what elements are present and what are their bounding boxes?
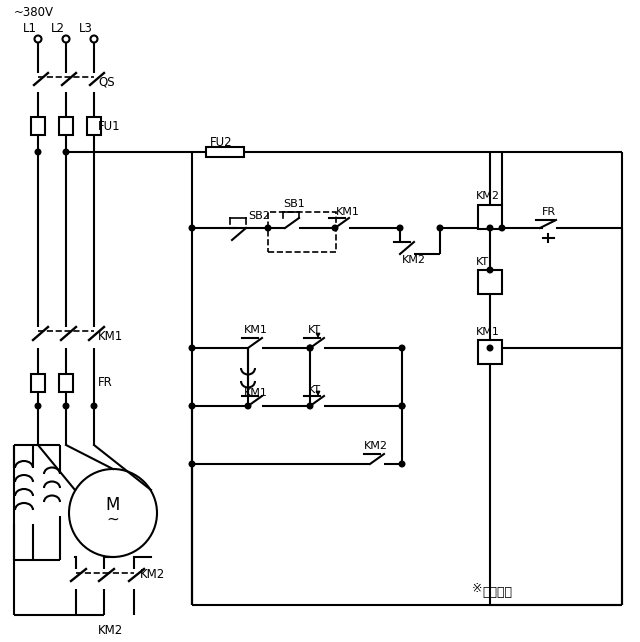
Text: KT: KT <box>476 257 489 267</box>
Circle shape <box>189 461 195 467</box>
Circle shape <box>399 345 405 351</box>
Circle shape <box>399 403 405 409</box>
Text: KM2: KM2 <box>140 569 165 582</box>
Circle shape <box>487 345 493 351</box>
Circle shape <box>307 345 313 351</box>
Text: KM2: KM2 <box>364 441 388 451</box>
Circle shape <box>92 403 97 409</box>
Text: KT: KT <box>308 385 321 395</box>
Text: SB2: SB2 <box>248 211 270 221</box>
Text: L3: L3 <box>79 21 93 35</box>
Bar <box>206 147 244 157</box>
Bar <box>31 117 45 135</box>
Bar <box>478 205 502 229</box>
Circle shape <box>437 225 443 231</box>
Text: FU2: FU2 <box>210 135 232 148</box>
Circle shape <box>332 225 338 231</box>
Circle shape <box>307 345 313 351</box>
Text: SB1: SB1 <box>283 199 305 209</box>
Bar <box>59 117 73 135</box>
Bar <box>59 374 73 392</box>
Circle shape <box>63 403 69 409</box>
Text: FU1: FU1 <box>98 121 120 134</box>
Text: FR: FR <box>542 207 556 217</box>
Text: KT: KT <box>308 325 321 335</box>
Bar <box>478 270 502 294</box>
Circle shape <box>487 225 493 231</box>
Text: QS: QS <box>98 76 115 89</box>
Text: L1: L1 <box>23 21 37 35</box>
Circle shape <box>189 345 195 351</box>
Circle shape <box>245 403 251 409</box>
Circle shape <box>189 225 195 231</box>
Text: KM1: KM1 <box>244 388 268 398</box>
Circle shape <box>35 403 41 409</box>
Circle shape <box>487 267 493 273</box>
Text: ~: ~ <box>107 512 120 526</box>
Text: KM2: KM2 <box>98 623 124 636</box>
Circle shape <box>265 225 271 231</box>
Circle shape <box>35 149 41 155</box>
Text: KM1: KM1 <box>336 207 360 217</box>
Circle shape <box>399 461 405 467</box>
Circle shape <box>189 403 195 409</box>
Bar <box>268 212 336 252</box>
Text: ~380V: ~380V <box>14 6 54 19</box>
Text: FR: FR <box>98 376 113 390</box>
Text: 技成培训: 技成培训 <box>482 586 512 598</box>
Text: M: M <box>106 496 120 514</box>
Bar <box>31 374 45 392</box>
Circle shape <box>397 225 403 231</box>
Circle shape <box>399 403 405 409</box>
Bar <box>478 340 502 364</box>
Bar <box>87 117 101 135</box>
Text: KM2: KM2 <box>402 255 426 265</box>
Circle shape <box>307 403 313 409</box>
Circle shape <box>63 149 69 155</box>
Text: KM1: KM1 <box>244 325 268 335</box>
Text: KM1: KM1 <box>98 329 124 342</box>
Text: KM1: KM1 <box>476 327 500 337</box>
Circle shape <box>499 225 505 231</box>
Text: KM2: KM2 <box>476 191 500 201</box>
Text: ※: ※ <box>472 582 483 595</box>
Text: L2: L2 <box>51 21 65 35</box>
